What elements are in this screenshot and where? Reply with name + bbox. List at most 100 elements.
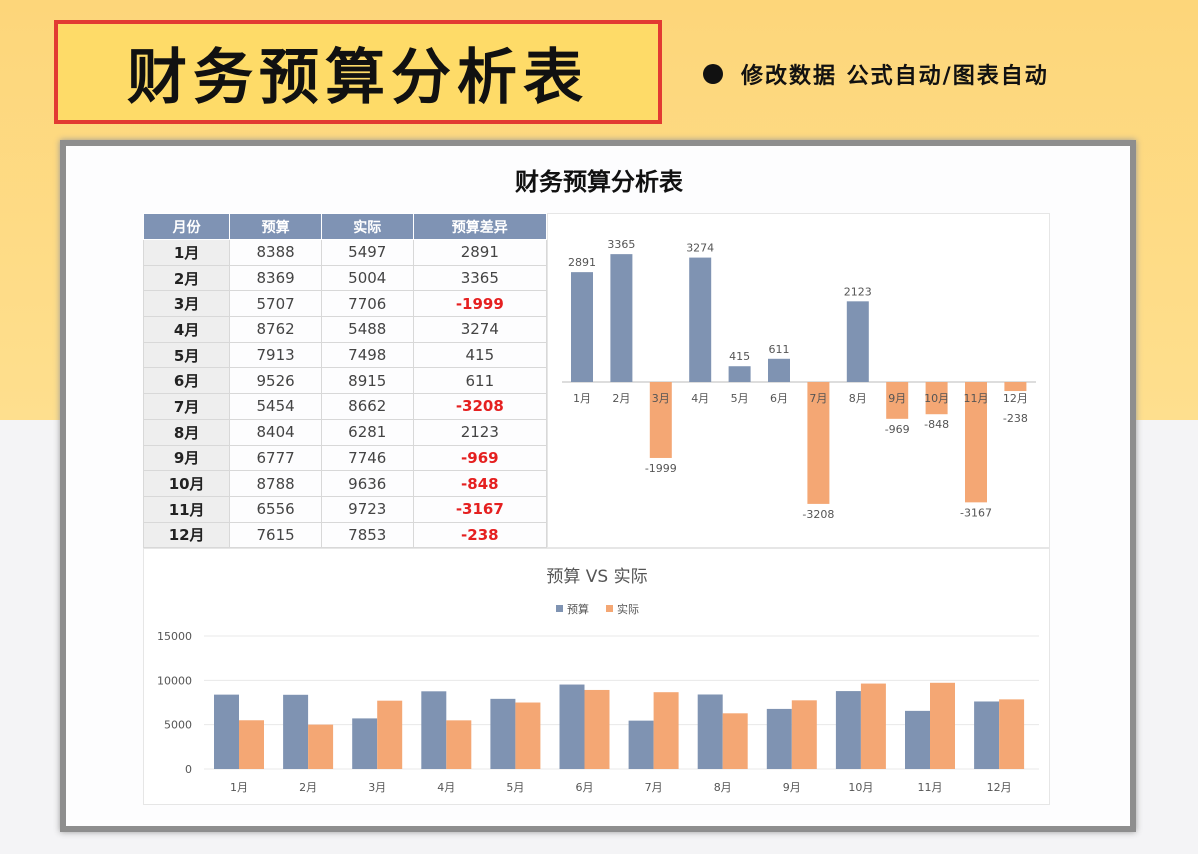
variance-cell: -238 bbox=[412, 521, 548, 549]
bar-actual bbox=[860, 683, 886, 769]
x-tick-label: 6月 bbox=[576, 781, 594, 794]
data-label: -3208 bbox=[802, 508, 834, 521]
budget-cell: 8388 bbox=[229, 239, 322, 266]
x-tick-label: 4月 bbox=[437, 781, 455, 794]
bar-budget bbox=[835, 691, 861, 769]
variance-cell: 3365 bbox=[412, 264, 548, 292]
actual-cell: 5488 bbox=[320, 316, 414, 343]
bar-actual bbox=[653, 692, 679, 769]
month-cell: 4月 bbox=[142, 316, 231, 343]
budget-cell: 9526 bbox=[229, 367, 322, 395]
table-row: 1月 8388 5497 2891 bbox=[142, 239, 548, 266]
category-label: 6月 bbox=[770, 392, 788, 405]
x-tick-label: 12月 bbox=[987, 781, 1012, 794]
variance-cell: 2123 bbox=[412, 418, 548, 446]
table-row: 12月 7615 7853 -238 bbox=[142, 521, 548, 549]
table-row: 4月 8762 5488 3274 bbox=[142, 316, 548, 343]
category-label: 2月 bbox=[612, 392, 630, 405]
legend-label: 实际 bbox=[617, 602, 639, 616]
column-header: 月份 bbox=[142, 213, 231, 240]
category-label: 9月 bbox=[888, 392, 906, 405]
x-tick-label: 3月 bbox=[368, 781, 386, 794]
variance-bar bbox=[689, 257, 712, 382]
data-label: 611 bbox=[769, 343, 790, 356]
bar-actual bbox=[791, 700, 817, 769]
bar-actual bbox=[584, 689, 610, 769]
bar-budget bbox=[214, 694, 239, 769]
actual-cell: 7746 bbox=[320, 444, 414, 472]
bar-budget bbox=[974, 701, 1000, 769]
budget-cell: 8762 bbox=[229, 316, 322, 343]
y-tick-label: 0 bbox=[185, 763, 192, 776]
chart-title: 预算 VS 实际 bbox=[546, 567, 647, 587]
actual-cell: 9723 bbox=[320, 495, 414, 523]
table-row: 9月 6777 7746 -969 bbox=[142, 444, 548, 472]
month-cell: 9月 bbox=[142, 444, 231, 472]
bar-actual bbox=[308, 724, 334, 769]
x-tick-label: 5月 bbox=[506, 781, 524, 794]
variance-cell: -1999 bbox=[412, 290, 548, 318]
table-row: 10月 8788 9636 -848 bbox=[142, 470, 548, 497]
variance-cell: -3208 bbox=[412, 393, 548, 420]
column-header: 预算差异 bbox=[412, 213, 548, 240]
x-tick-label: 11月 bbox=[918, 781, 943, 794]
data-label: 2123 bbox=[844, 285, 872, 298]
variance-bar bbox=[846, 301, 869, 382]
variance-cell: 3274 bbox=[412, 316, 548, 343]
category-label: 11月 bbox=[964, 392, 989, 405]
variance-bar bbox=[965, 382, 987, 503]
variance-cell: 415 bbox=[412, 341, 548, 369]
legend-label: 预算 bbox=[567, 602, 589, 616]
bar-actual bbox=[930, 682, 955, 769]
budget-cell: 6556 bbox=[229, 495, 322, 523]
actual-cell: 7498 bbox=[320, 341, 414, 369]
column-header: 实际 bbox=[320, 213, 414, 240]
variance-bar bbox=[649, 382, 672, 458]
actual-cell: 5004 bbox=[320, 264, 414, 292]
category-label: 1月 bbox=[573, 392, 591, 405]
column-header: 预算 bbox=[229, 213, 322, 240]
banner-title: 财务预算分析表 bbox=[54, 20, 662, 124]
table-row: 7月 5454 8662 -3208 bbox=[142, 393, 548, 420]
month-cell: 7月 bbox=[142, 393, 231, 420]
data-label: -969 bbox=[885, 423, 910, 436]
category-label: 12月 bbox=[1003, 392, 1028, 405]
budget-cell: 6777 bbox=[229, 444, 322, 472]
variance-chart: 2891 1月 3365 2月 -1999 3月 3274 4月 415 5月 611 6月 -3208… bbox=[547, 213, 1050, 548]
budget-cell: 5454 bbox=[229, 393, 322, 420]
variance-bar bbox=[886, 382, 909, 419]
x-tick-label: 8月 bbox=[714, 781, 732, 794]
y-tick-label: 15000 bbox=[157, 630, 192, 643]
budget-cell: 5707 bbox=[229, 290, 322, 318]
bar-budget bbox=[628, 720, 654, 769]
bar-budget bbox=[905, 710, 930, 769]
month-cell: 8月 bbox=[142, 418, 231, 446]
bar-actual bbox=[377, 700, 403, 769]
data-label: -848 bbox=[924, 418, 949, 431]
variance-cell: 2891 bbox=[412, 239, 548, 266]
actual-cell: 6281 bbox=[320, 418, 414, 446]
variance-bar bbox=[728, 366, 751, 382]
month-cell: 10月 bbox=[142, 470, 231, 497]
variance-bar bbox=[925, 382, 948, 415]
legend-swatch bbox=[606, 605, 613, 612]
bar-actual bbox=[722, 713, 748, 769]
budget-cell: 8369 bbox=[229, 264, 322, 292]
category-label: 4月 bbox=[691, 392, 709, 405]
x-tick-label: 1月 bbox=[230, 781, 248, 794]
month-cell: 11月 bbox=[142, 495, 231, 523]
table-row: 3月 5707 7706 -1999 bbox=[142, 290, 548, 318]
category-label: 10月 bbox=[924, 392, 949, 405]
data-label: -238 bbox=[1003, 412, 1028, 425]
data-label: 415 bbox=[729, 350, 750, 363]
data-label: 2891 bbox=[568, 256, 596, 269]
budget-vs-actual-chart: 预算 VS 实际 预算 实际 0 5000 10000 15000 1月 2月 3月 4月 5月 6月 7… bbox=[143, 548, 1050, 805]
budget-cell: 8788 bbox=[229, 470, 322, 497]
banner-tagline: 修改数据 公式自动/图表自动 bbox=[703, 58, 1049, 90]
table-row: 11月 6556 9723 -3167 bbox=[142, 495, 548, 523]
data-label: 3274 bbox=[686, 242, 714, 255]
actual-cell: 5497 bbox=[320, 239, 414, 266]
variance-bar bbox=[571, 272, 593, 382]
actual-cell: 8662 bbox=[320, 393, 414, 420]
variance-bar bbox=[807, 382, 830, 504]
